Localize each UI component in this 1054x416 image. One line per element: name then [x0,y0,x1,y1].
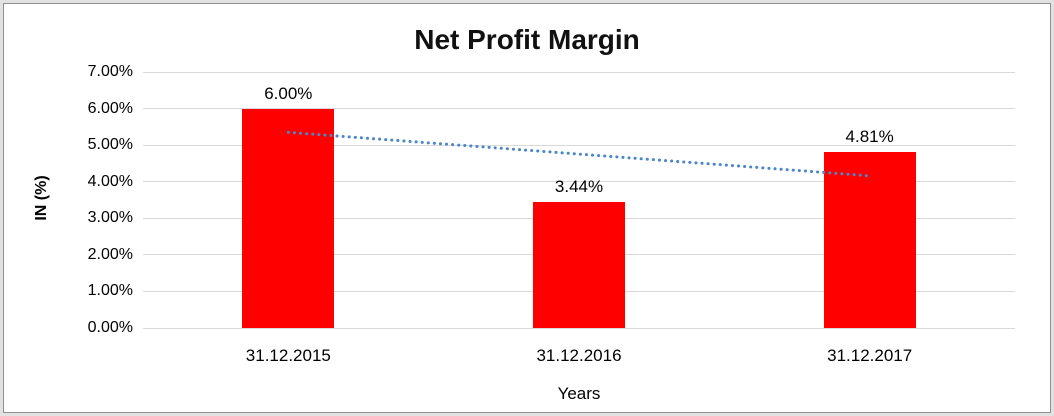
gridline [143,327,1015,329]
y-tick-label: 3.00% [87,209,133,227]
y-tick-label: 0.00% [87,319,133,336]
category-label: 31.12.2017 [827,346,913,365]
trendline-dotted-line [286,130,872,178]
y-tick-label: 5.00% [87,136,133,154]
gridline [143,181,1015,183]
y-tick-label: 2.00% [87,245,133,263]
bar [242,108,335,328]
bar [533,202,625,328]
y-tick-label: 1.00% [87,282,133,300]
category-label: 31.12.2016 [536,346,622,365]
chart-title: Net Profit Margin [414,24,640,55]
bar-value-label: 4.81% [845,127,894,147]
category-label: 31.12.2015 [245,346,331,365]
y-tick-label: 4.00% [87,172,133,190]
gridline [143,71,1015,73]
gridline [143,108,1015,110]
y-tick-label: 6.00% [87,99,133,117]
bar-value-label: 6.00% [264,83,313,103]
x-axis-title: Years [557,384,601,403]
bar-value-label: 3.44% [554,177,604,197]
bar [823,152,916,328]
y-tick-label: 7.00% [87,63,133,80]
y-axis-title: IN (%) [33,175,50,221]
